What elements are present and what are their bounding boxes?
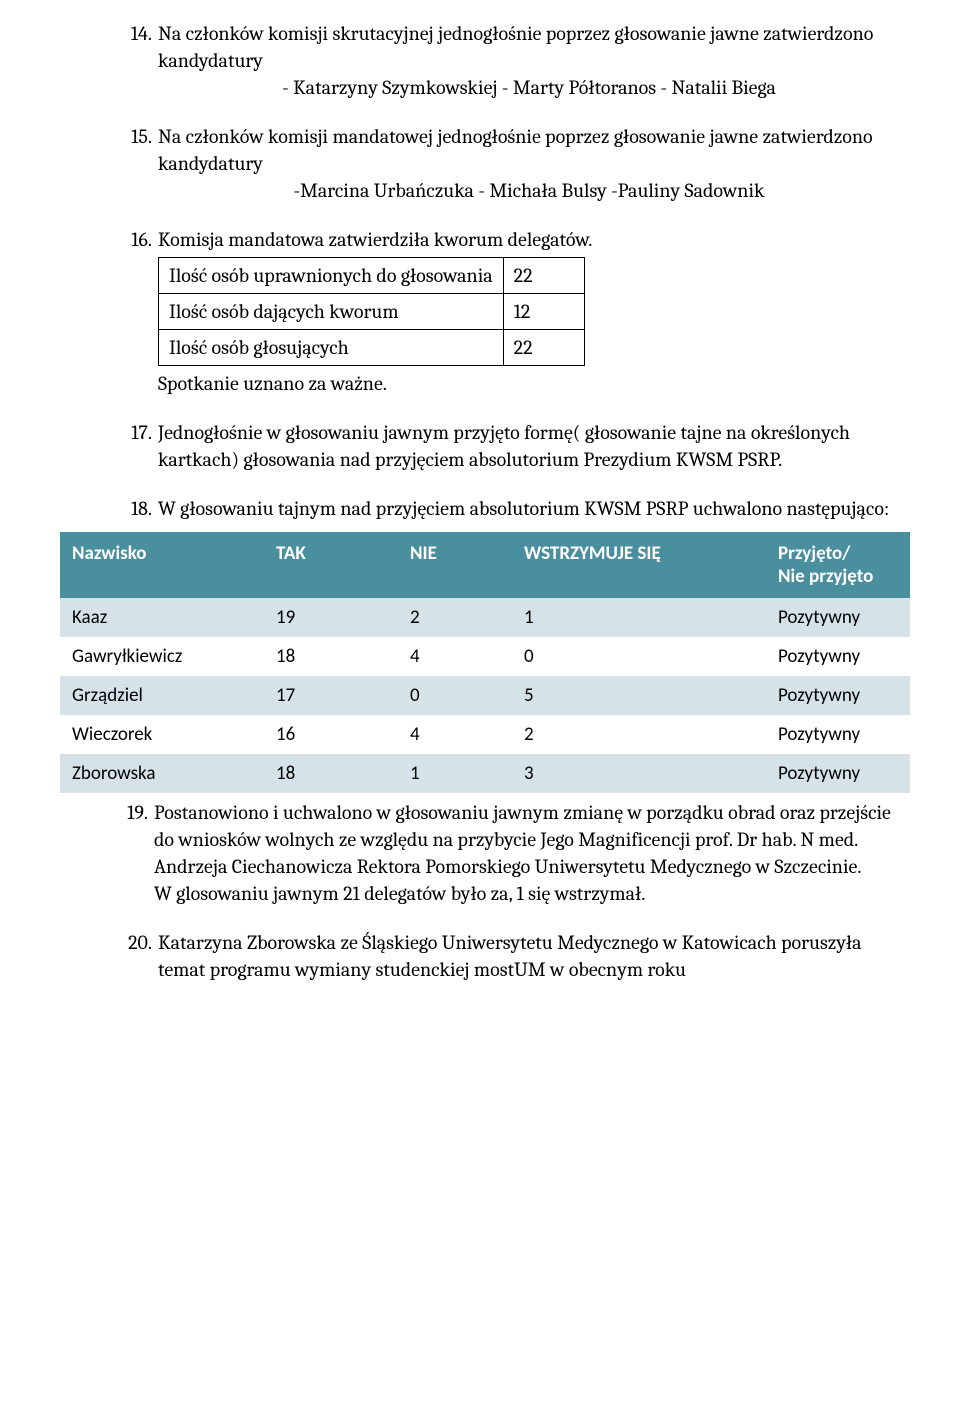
quorum-label: Ilość osób głosujących [159, 330, 504, 366]
quorum-row: Ilość osób głosujących 22 [159, 330, 585, 366]
item-16: 16. Komisja mandatowa zatwierdziła kworu… [110, 226, 900, 397]
item-18-text: W głosowaniu tajnym nad przyjęciem absol… [158, 497, 889, 520]
vote-header-nie: NIE [398, 532, 512, 598]
item-18-number: 18. [110, 495, 158, 522]
vote-cell-abs: 3 [512, 754, 766, 793]
vote-header-name: Nazwisko [60, 532, 264, 598]
vote-header-tak: TAK [264, 532, 398, 598]
item-18: 18. W głosowaniu tajnym nad przyjęciem a… [110, 495, 900, 522]
item-19-number: 19. [106, 799, 154, 907]
vote-header-result-line1: Przyjęto/ [778, 542, 850, 565]
quorum-row: Ilość osób uprawnionych do głosowania 22 [159, 258, 585, 294]
vote-cell-tak: 18 [264, 637, 398, 676]
vote-cell-tak: 16 [264, 715, 398, 754]
item-16-after: Spotkanie uznano za ważne. [158, 372, 387, 395]
vote-cell-abs: 0 [512, 637, 766, 676]
item-14-line-2: - Marty Półtoranos [502, 76, 656, 99]
item-15: 15. Na członków komisji mandatowej jedno… [110, 123, 900, 204]
vote-cell-tak: 18 [264, 754, 398, 793]
vote-cell-res: Pozytywny [766, 676, 910, 715]
item-14-text: Na członków komisji skrutacyjnej jednogł… [158, 22, 873, 72]
item-14-list: - Katarzyny Szymkowskiej - Marty Półtora… [158, 74, 900, 101]
vote-cell-name: Kaaz [60, 598, 264, 637]
vote-table-row: Kaaz1921Pozytywny [60, 598, 910, 637]
vote-cell-abs: 2 [512, 715, 766, 754]
quorum-value: 22 [503, 330, 584, 366]
item-16-body: Komisja mandatowa zatwierdziła kworum de… [158, 226, 900, 397]
vote-cell-abs: 1 [512, 598, 766, 637]
quorum-table: Ilość osób uprawnionych do głosowania 22… [158, 257, 585, 366]
vote-table-row: Wieczorek1642Pozytywny [60, 715, 910, 754]
item-20-number: 20. [110, 929, 158, 983]
vote-cell-nie: 1 [398, 754, 512, 793]
item-19-body: Postanowiono i uchwalono w głosowaniu ja… [154, 799, 900, 907]
vote-cell-nie: 4 [398, 637, 512, 676]
item-16-text: Komisja mandatowa zatwierdziła kworum de… [158, 228, 592, 251]
quorum-label: Ilość osób uprawnionych do głosowania [159, 258, 504, 294]
item-16-number: 16. [110, 226, 158, 397]
item-17: 17. Jednogłośnie w głosowaniu jawnym prz… [110, 419, 900, 473]
vote-cell-nie: 0 [398, 676, 512, 715]
item-14-number: 14. [110, 20, 158, 101]
item-15-number: 15. [110, 123, 158, 204]
vote-table-row: Zborowska1813Pozytywny [60, 754, 910, 793]
vote-table: Nazwisko TAK NIE WSTRZYMUJE SIĘ Przyjęto… [60, 532, 910, 793]
vote-cell-tak: 17 [264, 676, 398, 715]
vote-cell-name: Gawryłkiewicz [60, 637, 264, 676]
vote-cell-res: Pozytywny [766, 754, 910, 793]
item-19-text-b: W glosowaniu jawnym 21 delegatów było za… [154, 882, 645, 905]
item-15-text: Na członków komisji mandatowej jednogłoś… [158, 125, 873, 175]
item-17-text: Jednogłośnie w głosowaniu jawnym przyjęt… [158, 421, 850, 471]
item-15-line-3: -Pauliny Sadownik [611, 179, 764, 202]
vote-cell-res: Pozytywny [766, 637, 910, 676]
vote-header-result: Przyjęto/ Nie przyjęto [766, 532, 910, 598]
item-14-body: Na członków komisji skrutacyjnej jednogł… [158, 20, 900, 101]
vote-table-row: Grządziel1705Pozytywny [60, 676, 910, 715]
item-20: 20. Katarzyna Zborowska ze Śląskiego Uni… [110, 929, 900, 983]
item-19: 19. Postanowiono i uchwalono w głosowani… [106, 799, 900, 907]
item-14-line-3: - Natalii Biega [661, 76, 776, 99]
vote-header-abstain: WSTRZYMUJE SIĘ [512, 532, 766, 598]
item-20-text: Katarzyna Zborowska ze Śląskiego Uniwers… [158, 931, 862, 981]
item-14-line-1: - Katarzyny Szymkowskiej [282, 76, 497, 99]
quorum-label: Ilość osób dających kworum [159, 294, 504, 330]
vote-cell-nie: 2 [398, 598, 512, 637]
vote-cell-nie: 4 [398, 715, 512, 754]
vote-header-result-line2: Nie przyjęto [778, 565, 873, 588]
item-15-line-1: -Marcina Urbańczuka [294, 179, 474, 202]
item-15-line-2: - Michała Bulsy [478, 179, 606, 202]
item-18-body: W głosowaniu tajnym nad przyjęciem absol… [158, 495, 900, 522]
vote-cell-res: Pozytywny [766, 715, 910, 754]
vote-cell-name: Zborowska [60, 754, 264, 793]
quorum-value: 12 [503, 294, 584, 330]
vote-cell-abs: 5 [512, 676, 766, 715]
item-17-number: 17. [110, 419, 158, 473]
vote-cell-name: Wieczorek [60, 715, 264, 754]
item-19-text-a: Postanowiono i uchwalono w głosowaniu ja… [154, 801, 891, 878]
quorum-row: Ilość osób dających kworum 12 [159, 294, 585, 330]
quorum-value: 22 [503, 258, 584, 294]
vote-cell-res: Pozytywny [766, 598, 910, 637]
item-15-list: -Marcina Urbańczuka - Michała Bulsy -Pau… [158, 177, 900, 204]
item-15-body: Na członków komisji mandatowej jednogłoś… [158, 123, 900, 204]
vote-cell-name: Grządziel [60, 676, 264, 715]
item-20-body: Katarzyna Zborowska ze Śląskiego Uniwers… [158, 929, 900, 983]
item-14: 14. Na członków komisji skrutacyjnej jed… [110, 20, 900, 101]
vote-table-row: Gawryłkiewicz1840Pozytywny [60, 637, 910, 676]
item-17-body: Jednogłośnie w głosowaniu jawnym przyjęt… [158, 419, 900, 473]
vote-table-header-row: Nazwisko TAK NIE WSTRZYMUJE SIĘ Przyjęto… [60, 532, 910, 598]
vote-cell-tak: 19 [264, 598, 398, 637]
